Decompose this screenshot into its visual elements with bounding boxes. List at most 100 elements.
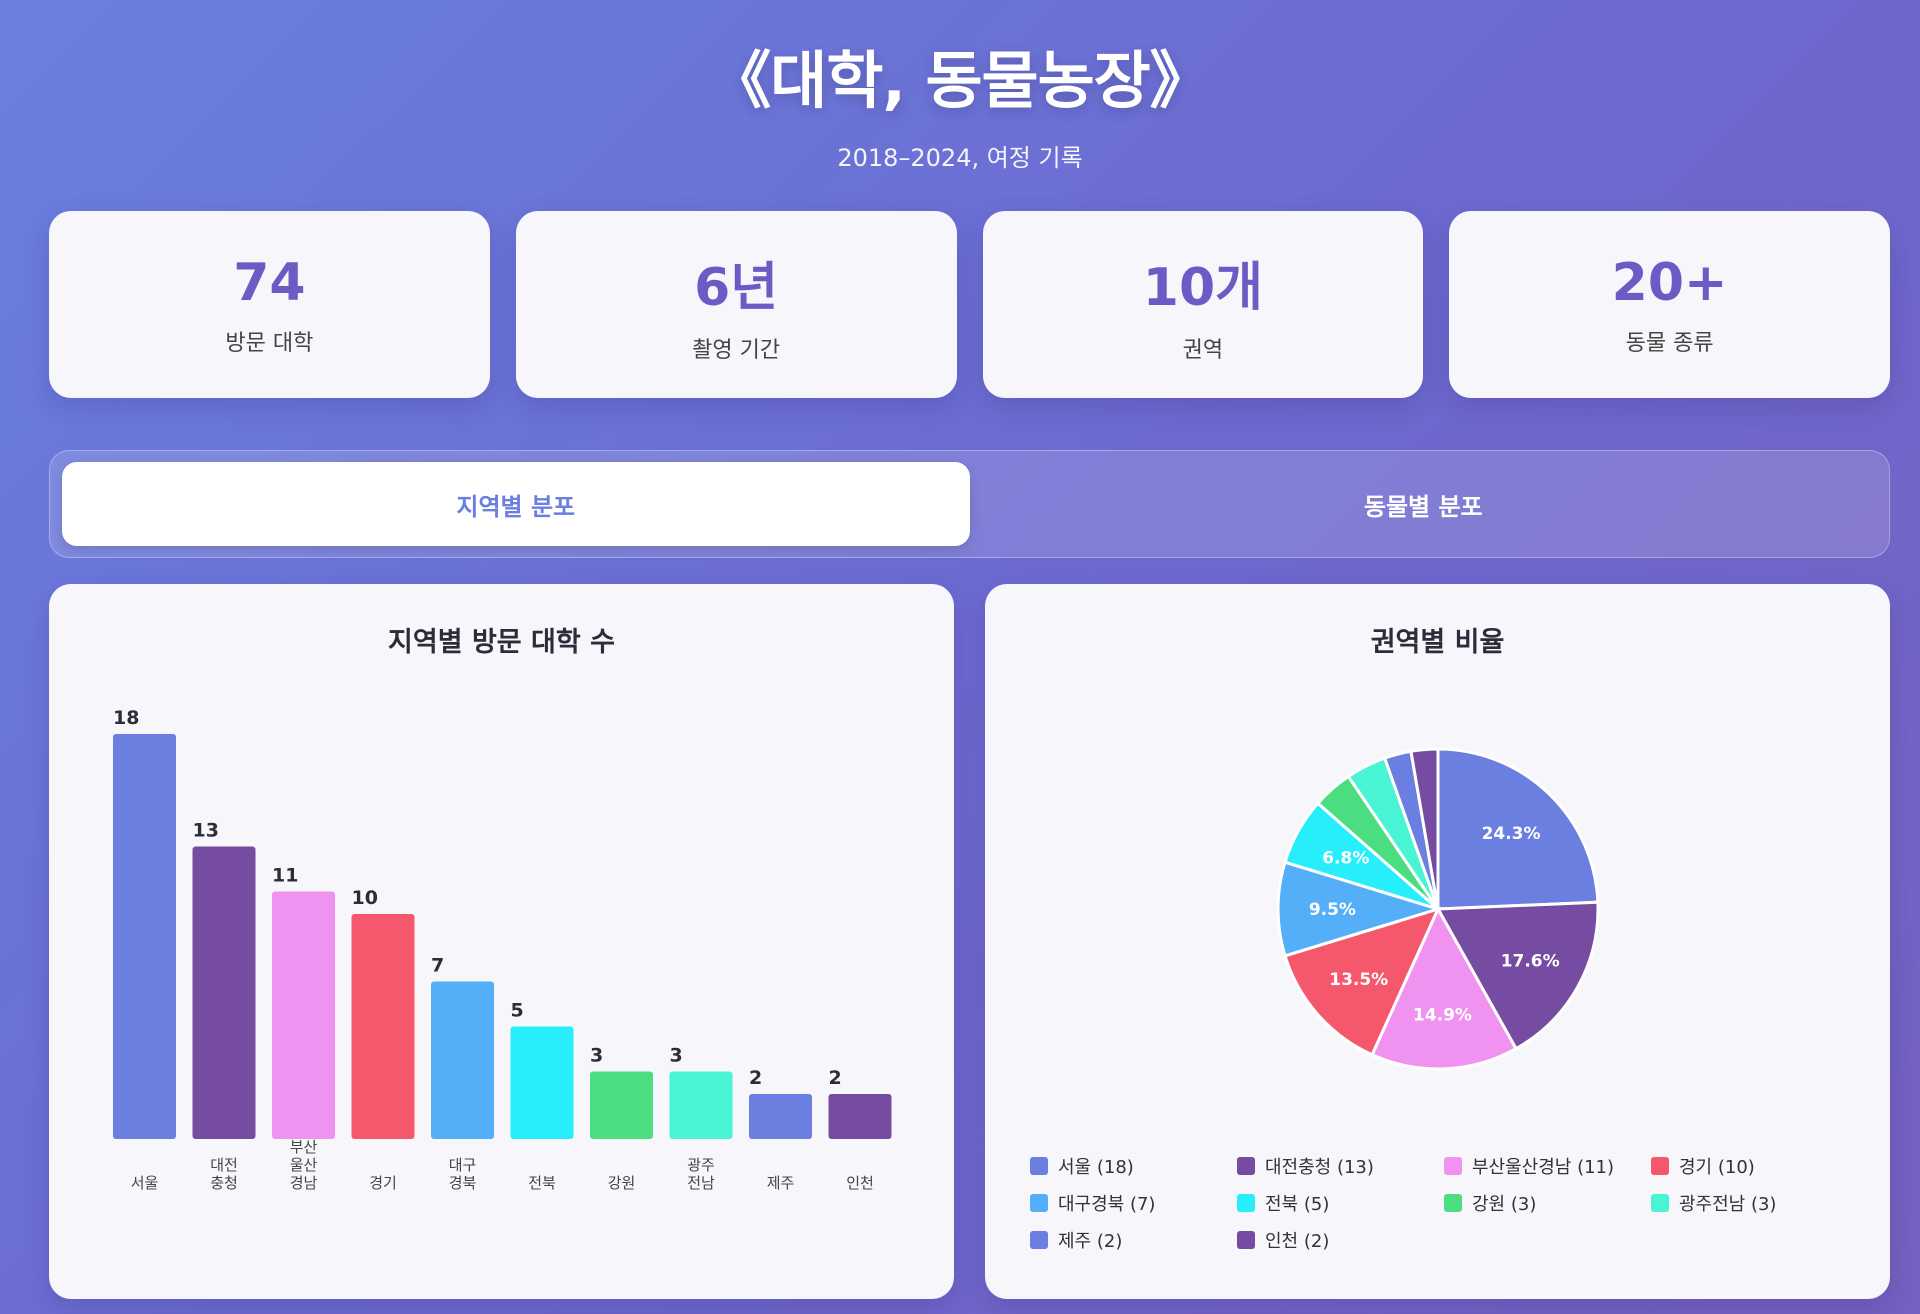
legend-label: 인천 (2) bbox=[1265, 1231, 1330, 1252]
bar-chart-panel: 지역별 방문 대학 수 18 서울 13 대전 충청 11 부산 울산 경남 10 경기 7 대구 경북 5… bbox=[49, 584, 954, 1299]
legend-swatch bbox=[1651, 1157, 1669, 1175]
bar bbox=[669, 1071, 733, 1139]
pie-slice-label: 17.6% bbox=[1501, 952, 1560, 972]
x-tick-label: 서울 bbox=[131, 1174, 159, 1192]
tab-region-distribution[interactable]: 지역별 분포 bbox=[62, 462, 970, 546]
stat-card-animals: 20+ 동물 종류 bbox=[1449, 211, 1890, 398]
bar-value-label: 2 bbox=[829, 1067, 842, 1089]
pie-chart-title: 권역별 비율 bbox=[1370, 627, 1505, 658]
legend-swatch bbox=[1030, 1157, 1048, 1175]
pie-slice-label: 24.3% bbox=[1482, 824, 1541, 844]
legend-label: 제주 (2) bbox=[1058, 1231, 1123, 1252]
x-tick-label: 제주 bbox=[767, 1174, 795, 1192]
legend-item: 서울 (18) bbox=[1030, 1154, 1237, 1178]
legend-label: 강원 (3) bbox=[1472, 1194, 1537, 1215]
pie-slice bbox=[1435, 900, 1600, 1051]
legend-swatch bbox=[1651, 1194, 1669, 1212]
x-tick-label: 강원 bbox=[608, 1174, 636, 1192]
stat-card-regions: 10개 권역 bbox=[982, 211, 1424, 398]
pie-slice-label: 14.9% bbox=[1413, 1006, 1472, 1026]
legend-label: 광주전남 (3) bbox=[1679, 1194, 1777, 1215]
legend-swatch bbox=[1030, 1194, 1048, 1212]
legend-item: 대구경북 (7) bbox=[1030, 1191, 1237, 1215]
bar bbox=[749, 1094, 812, 1139]
stat-label: 촬영 기간 bbox=[692, 338, 781, 363]
legend-label: 경기 (10) bbox=[1679, 1157, 1755, 1178]
pie-slice bbox=[1409, 747, 1440, 910]
legend-label: 부산울산경남 (11) bbox=[1472, 1157, 1615, 1178]
pie-slice bbox=[1370, 905, 1519, 1071]
legend-item: 대전충청 (13) bbox=[1237, 1154, 1444, 1178]
legend-item: 인천 (2) bbox=[1237, 1228, 1444, 1252]
bar-value-label: 3 bbox=[590, 1045, 603, 1067]
legend-label: 전북 (5) bbox=[1265, 1194, 1330, 1215]
stat-card-universities: 74 방문 대학 bbox=[49, 211, 490, 398]
stat-value: 74 bbox=[233, 252, 306, 313]
x-tick-label: 경남 bbox=[290, 1174, 318, 1192]
x-tick-label: 인천 bbox=[846, 1174, 874, 1192]
pie-legend: 서울 (18) 대전충청 (13) 부산울산경남 (11) 경기 (10) 대구경북 (… bbox=[1030, 1154, 1860, 1252]
bar bbox=[431, 981, 494, 1139]
x-tick-label: 울산 bbox=[290, 1156, 318, 1174]
x-tick-label: 대전 bbox=[210, 1156, 238, 1174]
legend-swatch bbox=[1237, 1194, 1255, 1212]
bar bbox=[272, 891, 335, 1139]
bar bbox=[510, 1026, 574, 1139]
stat-card-period: 6년 촬영 기간 bbox=[515, 211, 957, 398]
pie-slice bbox=[1276, 860, 1444, 958]
bar-value-label: 3 bbox=[670, 1045, 683, 1067]
bar-chart: 18 서울 13 대전충청 11 부산울산경남 10 경기 7 대구경북 5 전북 3 강원 3 광주전남 2 제… bbox=[113, 707, 892, 1192]
page-header: 《대학, 동물농장》 2018–2024, 여정 기록 bbox=[0, 30, 1920, 173]
stat-value: 20+ bbox=[1611, 252, 1728, 313]
pie-slice bbox=[1436, 747, 1600, 911]
bar bbox=[192, 846, 256, 1139]
bar-value-label: 18 bbox=[113, 707, 139, 729]
stat-label: 동물 종류 bbox=[1625, 330, 1714, 356]
pie-slice-label: 9.5% bbox=[1309, 900, 1356, 920]
x-tick-label: 충청 bbox=[210, 1174, 238, 1192]
pie-chart: 24.3% 17.6% 14.9% 13.5% 9.5% 6.8% bbox=[1276, 747, 1600, 1071]
bar-value-label: 11 bbox=[272, 865, 298, 887]
x-tick-label: 대구 bbox=[449, 1156, 477, 1174]
legend-swatch bbox=[1444, 1194, 1462, 1212]
stat-label: 방문 대학 bbox=[225, 330, 314, 356]
bar-value-label: 10 bbox=[352, 887, 378, 909]
bar bbox=[828, 1094, 892, 1139]
stat-value: 6년 bbox=[694, 258, 779, 318]
tab-bar: 지역별 분포 동물별 분포 bbox=[49, 450, 1890, 558]
pie-chart-panel: 권역별 비율 24.3% 17.6% 14.9% 13.5% 9.5% 6.8% 서울 (… bbox=[985, 584, 1890, 1299]
x-tick-label: 경기 bbox=[369, 1174, 397, 1192]
page-title: 《대학, 동물농장》 bbox=[709, 44, 1211, 117]
x-tick-label: 전북 bbox=[528, 1174, 556, 1192]
x-tick-label: 경북 bbox=[449, 1174, 477, 1192]
stats-row: 74 방문 대학 6년 촬영 기간 10개 권역 20+ 동물 종류 bbox=[49, 211, 1890, 398]
legend-item: 경기 (10) bbox=[1651, 1154, 1858, 1178]
bar-value-label: 2 bbox=[749, 1067, 762, 1089]
bar bbox=[113, 734, 176, 1139]
stat-label: 권역 bbox=[1182, 338, 1224, 363]
bar-value-label: 13 bbox=[193, 820, 219, 842]
pie-slice-label: 6.8% bbox=[1322, 848, 1369, 868]
legend-swatch bbox=[1030, 1231, 1048, 1249]
bar-chart-title: 지역별 방문 대학 수 bbox=[388, 627, 615, 658]
legend-label: 서울 (18) bbox=[1058, 1157, 1134, 1178]
x-tick-label: 부산 bbox=[290, 1138, 318, 1156]
pie-slice-label: 13.5% bbox=[1329, 970, 1388, 990]
legend-swatch bbox=[1444, 1157, 1462, 1175]
tab-animal-distribution[interactable]: 동물별 분포 bbox=[1363, 492, 1483, 521]
bar-value-label: 7 bbox=[431, 955, 444, 977]
stat-value: 10개 bbox=[1142, 258, 1263, 318]
bar bbox=[351, 914, 415, 1139]
legend-item: 제주 (2) bbox=[1030, 1228, 1237, 1252]
bar bbox=[590, 1071, 653, 1139]
legend-item: 광주전남 (3) bbox=[1651, 1191, 1858, 1215]
legend-item: 부산울산경남 (11) bbox=[1444, 1154, 1651, 1178]
legend-swatch bbox=[1237, 1231, 1255, 1249]
x-tick-label: 전남 bbox=[687, 1174, 715, 1192]
legend-label: 대구경북 (7) bbox=[1058, 1194, 1156, 1215]
bar-value-label: 5 bbox=[511, 1000, 524, 1022]
x-tick-label: 광주 bbox=[687, 1156, 715, 1174]
legend-label: 대전충청 (13) bbox=[1265, 1157, 1374, 1178]
legend-item: 전북 (5) bbox=[1237, 1191, 1444, 1215]
legend-swatch bbox=[1237, 1157, 1255, 1175]
